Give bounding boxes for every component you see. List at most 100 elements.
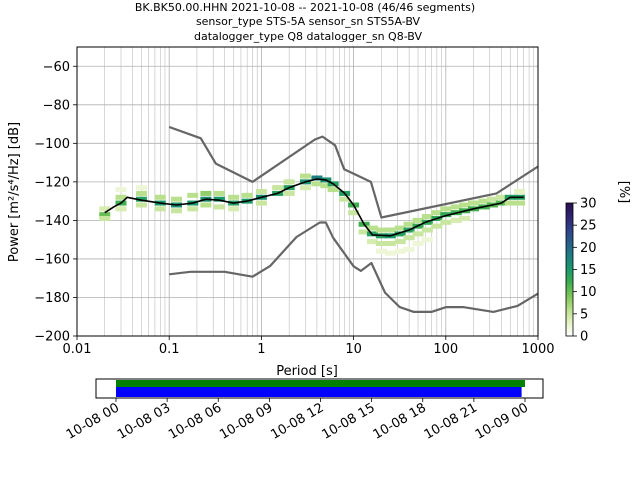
title-line-2: sensor_type STS-5A sensor_sn STS5A-BV: [196, 15, 421, 28]
density-cell: [115, 194, 127, 200]
y-axis-ticks: −60 −80 −100 −120 −140 −160 −180 −200: [34, 60, 77, 345]
y-tick-label: −160: [34, 252, 70, 267]
density-cell: [412, 217, 424, 223]
density-cell: [394, 239, 406, 245]
density-cell: [99, 215, 111, 221]
density-cell: [320, 183, 332, 189]
density-cell: [348, 210, 360, 216]
density-cell: [187, 192, 199, 198]
density-cell: [403, 235, 415, 241]
timeline-green-bar: [116, 380, 525, 387]
density-cell: [375, 227, 387, 233]
density-cell: [358, 229, 370, 235]
density-cell: [440, 219, 452, 225]
density-cell: [213, 204, 225, 210]
density-cell: [255, 189, 267, 194]
density-cell: [375, 248, 387, 254]
density-cell: [154, 206, 166, 212]
y-tick-label: −200: [34, 330, 70, 345]
mean-psd-line: [104, 178, 524, 237]
density-cell: [299, 173, 311, 179]
density-cell: [412, 231, 424, 237]
density-cell: [311, 181, 323, 187]
density-cell: [171, 208, 183, 214]
colorbar-tick-label: 25: [580, 219, 597, 234]
psd-plot: 0.01 0.1 1 10 100 1000 −60 −80 −100 −120 −140 −160…: [7, 46, 555, 379]
density-cell: [486, 196, 498, 202]
timeline-tick-label: 10-08 09: [217, 400, 275, 442]
density-cell: [228, 206, 240, 212]
density-cell: [394, 225, 406, 231]
timeline-tick-label: 10-08 03: [115, 400, 173, 442]
density-cell: [450, 217, 462, 223]
y-tick-label: −120: [34, 175, 70, 190]
density-cell: [366, 225, 378, 231]
y-tick-label: −140: [34, 214, 70, 229]
y-tick-label: −80: [43, 98, 70, 113]
density-cell: [272, 185, 284, 191]
y-tick-label: −100: [34, 137, 70, 152]
density-cell: [135, 185, 147, 191]
colorbar-ticks: 0 5 10 15 20 25 30: [573, 197, 597, 345]
density-cell: [495, 194, 507, 200]
density-cell: [135, 190, 147, 196]
timeline-tick-label: 10-08 15: [320, 400, 378, 442]
density-cell: [384, 250, 396, 256]
density-cell: [421, 227, 433, 233]
density-cell: [283, 179, 295, 185]
density-cell: [412, 241, 424, 247]
density-cell: [327, 187, 339, 193]
colorbar-tick-label: 5: [580, 307, 588, 322]
plot-frame: [76, 46, 539, 337]
density-cell: [421, 237, 433, 243]
title-line-3: datalogger_type Q8 datalogger_sn Q8-BV: [194, 30, 422, 43]
plot-background: [77, 47, 538, 336]
x-tick-label: 10: [345, 342, 362, 357]
density-cell: [384, 241, 396, 247]
density-cell: [459, 202, 471, 208]
density-cell: [255, 200, 267, 206]
density-cell: [213, 196, 225, 202]
density-cell: [375, 241, 387, 247]
density-cell: [135, 202, 147, 208]
colorbar-tick-label: 30: [580, 197, 597, 212]
timeline-tick-label: 10-08 21: [422, 400, 480, 442]
x-axis-label: Period [s]: [276, 364, 338, 379]
colorbar-tick-label: 0: [580, 330, 588, 345]
density-cell: [115, 206, 127, 212]
density-cell: [283, 190, 295, 196]
density-cell: [431, 210, 443, 216]
density-cell: [421, 214, 433, 220]
density-cell: [431, 223, 443, 229]
x-tick-label: 0.01: [63, 342, 92, 357]
timeline-tick-label: 10-09 00: [473, 400, 531, 442]
density-cell: [339, 196, 351, 202]
colorbar-gradient: [565, 202, 574, 337]
y-tick-label: −180: [34, 291, 70, 306]
mean-psd: [104, 178, 524, 237]
density-cell: [403, 246, 415, 252]
density-cell: [154, 194, 166, 200]
density-cell: [394, 248, 406, 254]
x-tick-label: 1: [257, 342, 265, 357]
colorbar-tick-label: 15: [580, 263, 597, 278]
chart-title: BK.BK50.00.HHN 2021-10-08 -- 2021-10-08 …: [135, 1, 475, 43]
x-tick-label: 1000: [521, 342, 554, 357]
density-cell: [200, 202, 212, 208]
density-cell: [440, 212, 452, 218]
timeline-tick-label: 10-08 12: [268, 400, 326, 442]
density-cell: [440, 206, 452, 212]
density-cell: [513, 189, 525, 194]
density-cell: [513, 200, 525, 206]
density-cell: [299, 185, 311, 191]
density-cell: [468, 200, 480, 206]
colorbar-tick-label: 10: [580, 285, 597, 300]
x-tick-label: 100: [433, 342, 458, 357]
title-line-1: BK.BK50.00.HHN 2021-10-08 -- 2021-10-08 …: [135, 1, 475, 14]
density-cell: [384, 227, 396, 233]
timeline-blue-bar: [116, 387, 522, 397]
x-axis-ticks: 0.01 0.1 1 10 100 1000: [63, 336, 555, 357]
x-tick-label: 0.1: [159, 342, 180, 357]
y-tick-label: −60: [43, 60, 70, 75]
